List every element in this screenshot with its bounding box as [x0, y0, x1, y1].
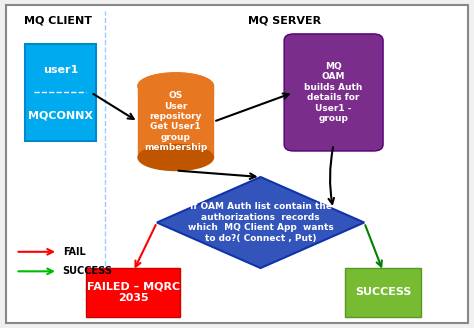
- Text: FAIL: FAIL: [63, 247, 85, 257]
- Text: MQ CLIENT: MQ CLIENT: [24, 16, 92, 26]
- Text: OS
User
repository
Get User1
group
membership: OS User repository Get User1 group membe…: [144, 91, 207, 152]
- Ellipse shape: [138, 73, 213, 99]
- FancyBboxPatch shape: [86, 268, 181, 317]
- Text: SUCCESS: SUCCESS: [63, 266, 113, 276]
- Bar: [138, 86, 213, 157]
- Text: If OAM Auth list contain the
authorizations  records
which  MQ Client App  wants: If OAM Auth list contain the authorizati…: [188, 202, 333, 243]
- FancyBboxPatch shape: [6, 5, 468, 323]
- Text: MQ SERVER: MQ SERVER: [247, 16, 321, 26]
- Text: MQ
OAM
builds Auth
details for
User1 -
group: MQ OAM builds Auth details for User1 - g…: [304, 62, 363, 123]
- Text: user1: user1: [43, 65, 78, 75]
- Text: FAILED – MQRC
2035: FAILED – MQRC 2035: [87, 282, 180, 303]
- FancyBboxPatch shape: [284, 34, 383, 151]
- Polygon shape: [157, 177, 364, 268]
- FancyBboxPatch shape: [346, 268, 421, 317]
- Ellipse shape: [138, 73, 213, 99]
- FancyBboxPatch shape: [25, 44, 96, 141]
- Text: MQCONNX: MQCONNX: [28, 110, 93, 120]
- Ellipse shape: [138, 145, 213, 171]
- Text: SUCCESS: SUCCESS: [355, 287, 411, 297]
